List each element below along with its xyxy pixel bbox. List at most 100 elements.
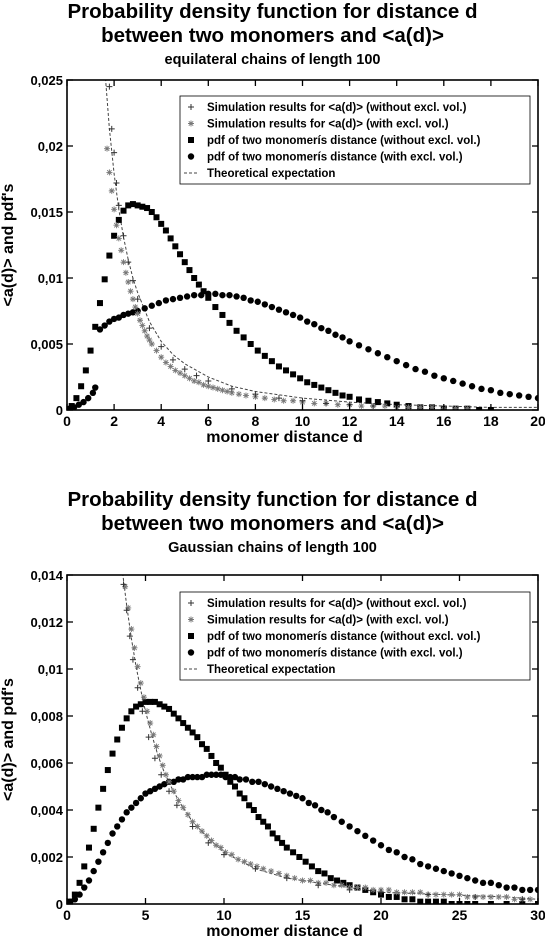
- data-point: [199, 741, 206, 748]
- data-point: [208, 771, 215, 778]
- data-point: [362, 884, 369, 891]
- data-point: [176, 294, 184, 301]
- data-point: [137, 795, 144, 802]
- data-point: [214, 385, 221, 392]
- data-point: [318, 324, 325, 332]
- data-point: [330, 882, 337, 889]
- data-point: [296, 854, 303, 860]
- data-point: [334, 401, 341, 408]
- data-point: [472, 901, 479, 904]
- data-point: [323, 400, 330, 407]
- x-tick-label: 8: [252, 413, 260, 429]
- data-point: [183, 293, 191, 300]
- data-point: [205, 377, 212, 384]
- data-point: [139, 203, 146, 210]
- data-point: [203, 771, 210, 778]
- legend-label: Simulation results for <a(d)> (without e…: [207, 102, 467, 114]
- data-point: [217, 844, 224, 851]
- data-point: [111, 232, 118, 239]
- data-point: [147, 698, 154, 705]
- data-point: [92, 323, 99, 330]
- data-point: [109, 750, 116, 757]
- data-point: [354, 827, 361, 835]
- data-point: [71, 891, 78, 898]
- data-point: [472, 893, 479, 900]
- data-point: [106, 318, 113, 325]
- data-point: [137, 701, 144, 708]
- data-point: [424, 863, 432, 870]
- y-tick-label: 0,002: [30, 850, 63, 865]
- data-point: [452, 405, 459, 410]
- chart-title-block: Probability density function for distanc…: [0, 0, 545, 70]
- data-point: [511, 896, 518, 903]
- data-point: [374, 350, 382, 357]
- data-point: [184, 724, 191, 731]
- data-point: [166, 705, 173, 712]
- legend-swatch: [188, 616, 194, 623]
- data-point: [148, 341, 155, 347]
- data-point: [129, 296, 136, 303]
- data-point: [440, 898, 447, 904]
- data-point: [172, 367, 179, 374]
- data-point: [228, 385, 235, 392]
- data-point: [448, 870, 455, 877]
- data-point: [456, 872, 463, 879]
- series-plus: [106, 83, 377, 410]
- y-tick-label: 0,006: [30, 756, 63, 771]
- data-point: [487, 901, 494, 904]
- data-point: [108, 125, 115, 132]
- chart-subtitle: equilateral chains of length 100: [164, 52, 381, 68]
- data-point: [241, 795, 248, 802]
- data-point: [247, 861, 254, 868]
- data-point: [111, 206, 118, 213]
- data-point: [274, 835, 281, 842]
- data-point: [402, 361, 410, 369]
- x-tick-label: 4: [157, 413, 165, 429]
- data-point: [184, 811, 191, 818]
- data-point: [222, 771, 229, 778]
- data-point: [148, 209, 155, 215]
- data-point: [275, 306, 283, 313]
- data-point: [180, 804, 187, 811]
- data-point: [228, 389, 235, 396]
- data-point: [503, 884, 510, 891]
- x-tick-label: 10: [295, 413, 311, 429]
- data-point: [487, 879, 495, 887]
- data-point: [405, 404, 412, 410]
- data-point: [104, 145, 111, 152]
- data-point: [269, 830, 276, 837]
- data-point: [85, 877, 93, 884]
- data-point: [464, 405, 471, 410]
- x-tick-label: 14: [389, 413, 405, 429]
- data-point: [330, 813, 338, 821]
- data-point: [425, 898, 432, 904]
- data-point: [283, 875, 290, 882]
- legend-label: pdf of two monomerís distance (without e…: [207, 631, 481, 643]
- data-point: [166, 788, 173, 795]
- data-point: [299, 877, 306, 884]
- data-point: [101, 322, 108, 329]
- data-point: [123, 715, 130, 722]
- data-point: [226, 319, 233, 326]
- data-point: [325, 327, 332, 334]
- data-point: [115, 202, 122, 209]
- data-point: [217, 764, 224, 771]
- data-point: [194, 734, 201, 741]
- data-point: [249, 778, 256, 785]
- data-point: [378, 889, 384, 896]
- data-point: [221, 851, 227, 858]
- data-point: [210, 384, 217, 391]
- data-point: [162, 227, 169, 234]
- data-point: [120, 207, 127, 214]
- data-point: [85, 844, 92, 851]
- data-point: [170, 788, 177, 795]
- x-tick-label: 20: [373, 907, 389, 923]
- y-axis-label: <a(d)> and pdf's: [0, 678, 17, 801]
- data-point: [365, 346, 372, 353]
- data-point: [260, 818, 267, 825]
- data-point: [167, 363, 174, 370]
- x-tick-label: 5: [142, 907, 150, 923]
- data-point: [108, 187, 115, 194]
- data-point: [252, 865, 259, 872]
- data-point: [219, 311, 226, 318]
